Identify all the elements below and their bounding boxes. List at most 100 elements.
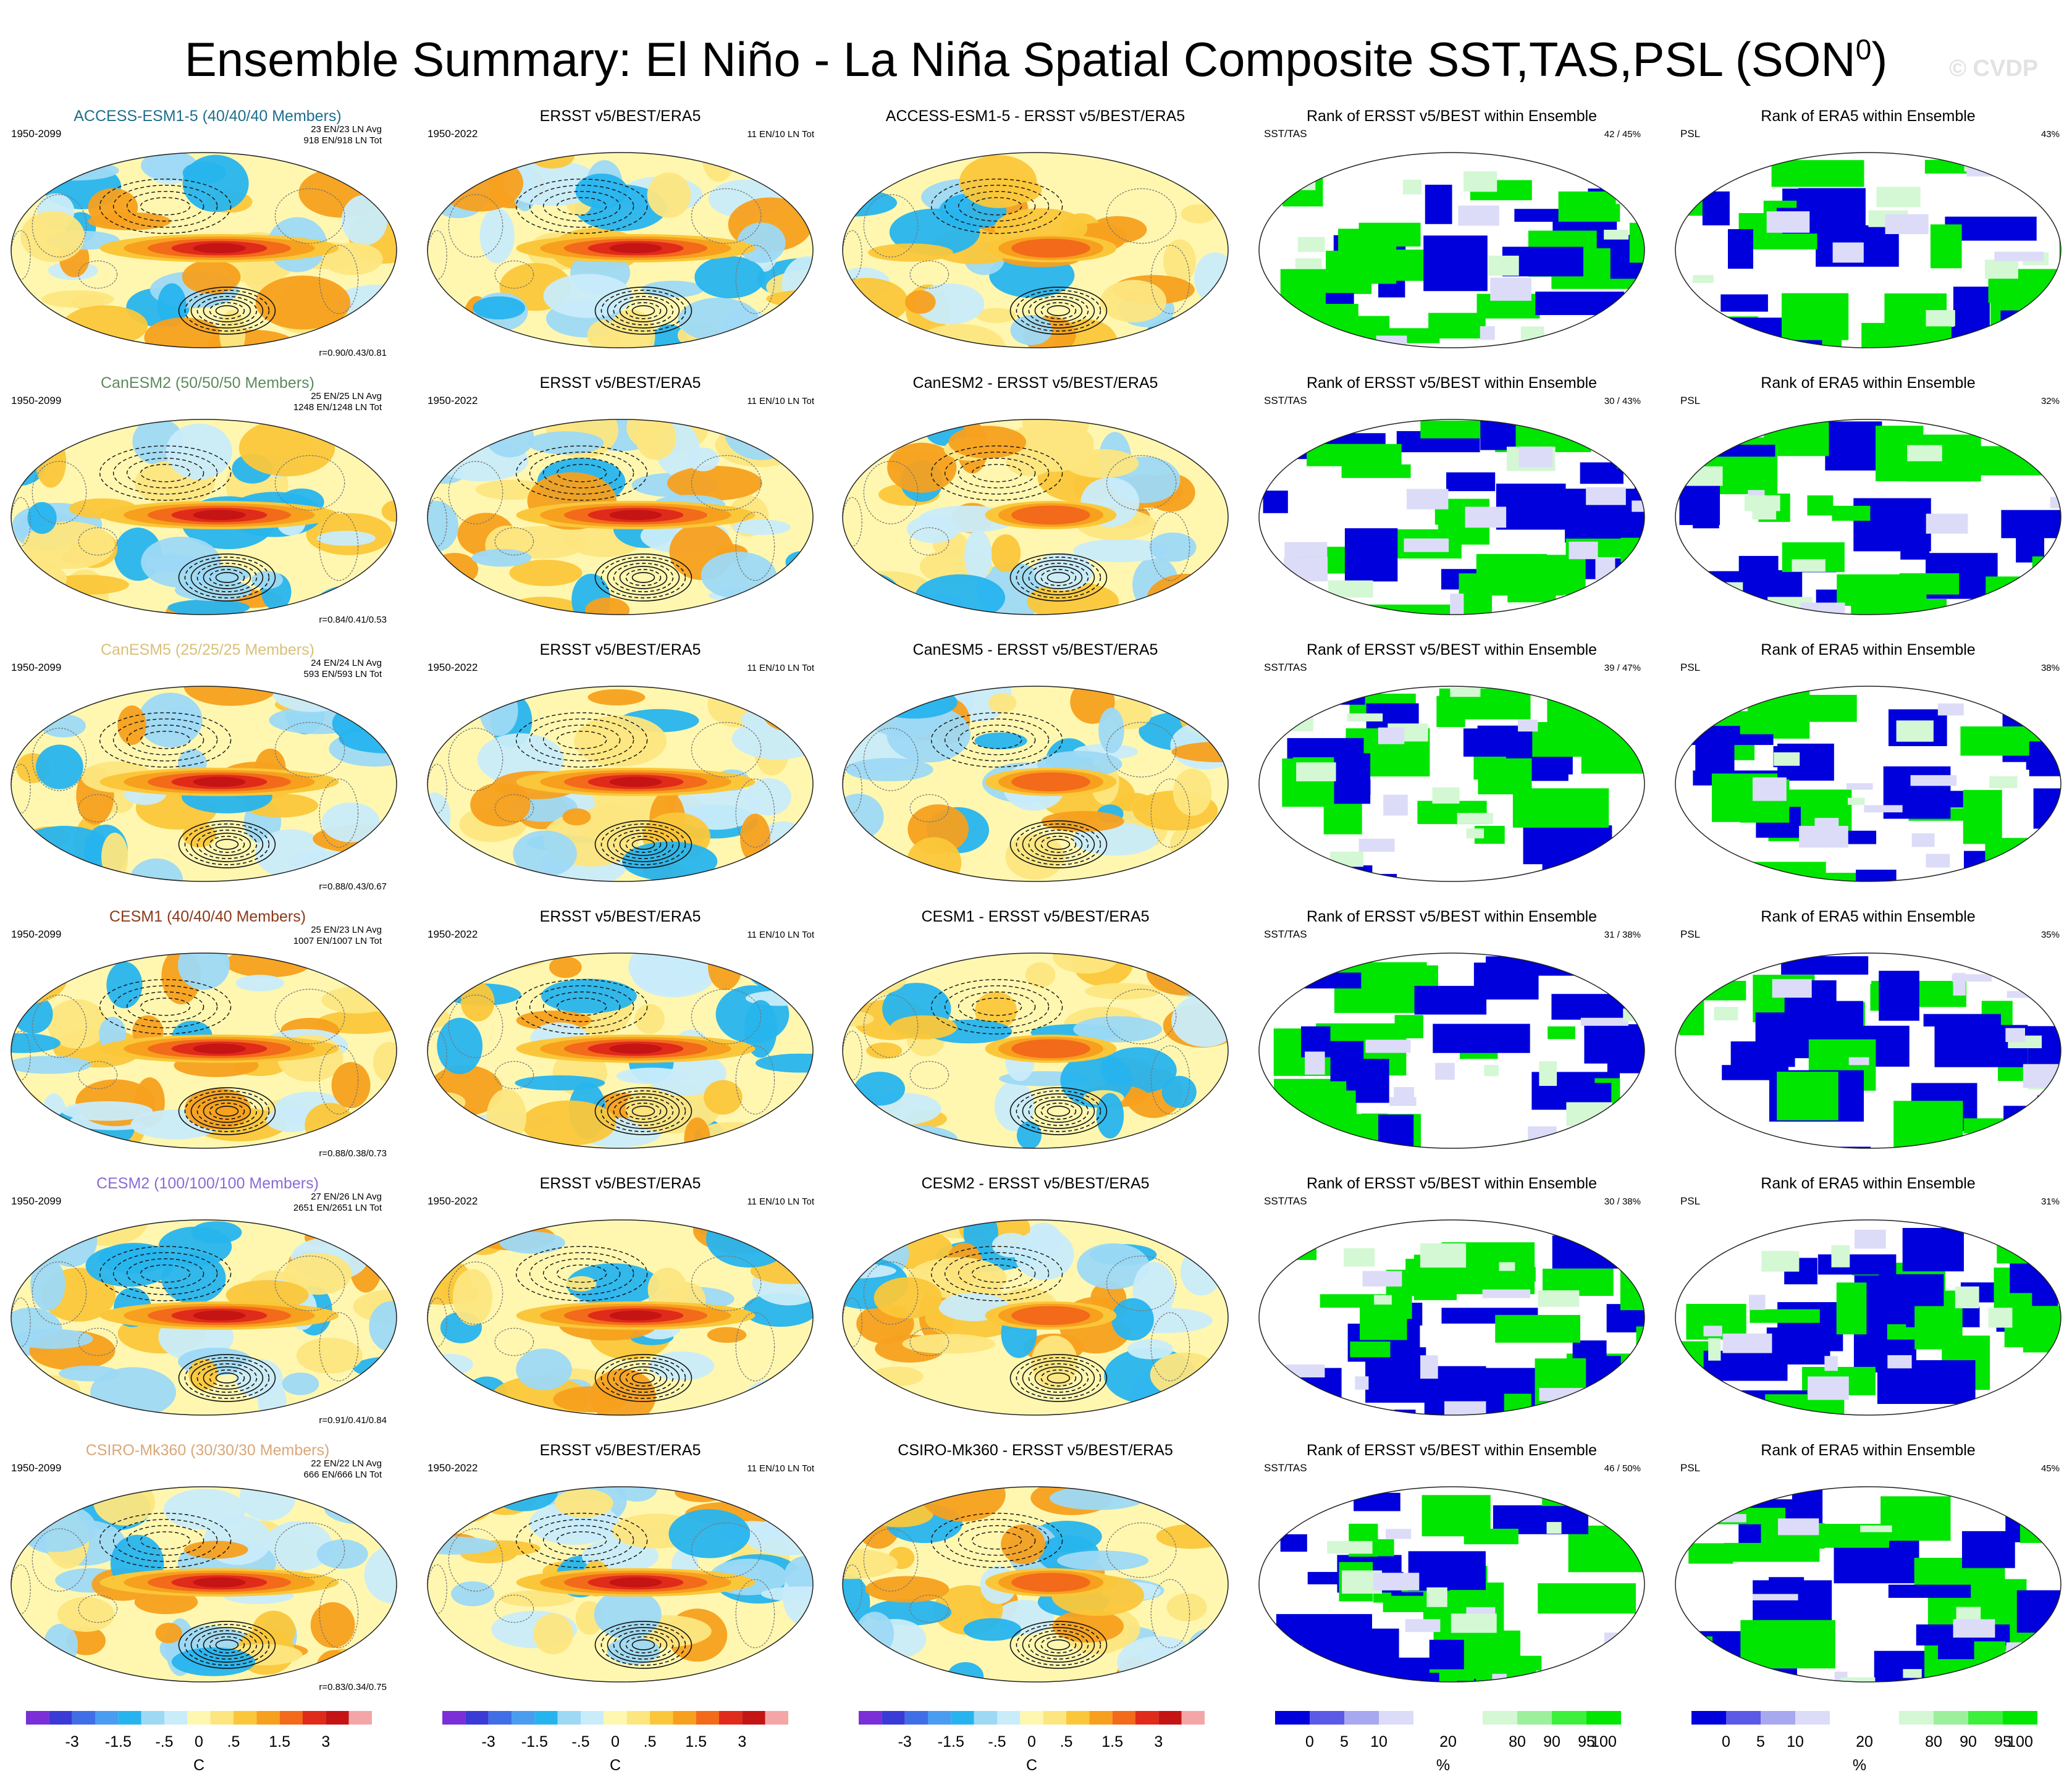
map-field	[842, 1486, 1229, 1683]
rank-field	[1675, 153, 2061, 348]
panel-row6-col4: Rank of ERSST v5/BEST within EnsembleSST…	[1258, 1442, 1645, 1683]
obs-title: ERSST v5/BEST/ERA5	[540, 1442, 701, 1459]
obs-period: 1950-2022	[427, 928, 478, 940]
anomaly-patch	[992, 1233, 1030, 1258]
coastline	[909, 794, 950, 823]
panel-row3-col5: Rank of ERA5 within Ensemble PSL 38%	[1675, 641, 2061, 882]
psl-contour	[178, 1087, 276, 1135]
panel-row5-col3: CESM2 - ERSST v5/BEST/ERA5	[842, 1175, 1229, 1416]
psl-contour	[1047, 839, 1071, 850]
anomaly-patch	[182, 823, 216, 847]
psl-contour	[1040, 836, 1077, 853]
coastline	[1150, 1312, 1190, 1382]
anomaly-patch	[255, 275, 351, 330]
map-field	[11, 1486, 397, 1683]
coastline	[319, 778, 359, 848]
colorbar-swatch	[1135, 1711, 1159, 1725]
colorbar-swatch	[303, 1711, 326, 1725]
rank-patch	[1750, 1309, 1820, 1323]
psl-contour	[613, 296, 674, 326]
anomaly-patch	[842, 189, 898, 217]
coastline	[691, 1255, 762, 1311]
coastline	[274, 188, 345, 244]
psl-contour	[542, 458, 621, 489]
anomaly-patch	[1163, 239, 1196, 284]
rank-patch	[1832, 505, 1871, 521]
model-period: 1950-2099	[11, 928, 61, 940]
panel-row5-col1: CESM2 (100/100/100 Members) 1950-2099 27 E…	[11, 1175, 397, 1426]
panel-row3-col1: CanESM5 (25/25/25 Members) 1950-2099 24 EN…	[11, 641, 397, 892]
psl-contour	[126, 191, 204, 222]
anomaly-patch	[1149, 532, 1197, 562]
psl-contour	[1009, 820, 1108, 868]
psl-contour	[529, 718, 634, 762]
colorbar-tick-label: -.5	[988, 1733, 1006, 1750]
rank-psl-label: PSL	[1680, 395, 1700, 406]
colorbar-temp-3: -3 -1.5 -.5 0 .5 1.5 3 C	[859, 1711, 1205, 1774]
anomaly-patch	[920, 1486, 1006, 1522]
rank-patch-light	[1451, 1613, 1497, 1633]
anomaly-patch	[866, 1042, 903, 1059]
rank-patch-light	[1926, 854, 1950, 868]
rank-patch	[1423, 235, 1488, 292]
difference-title: CanESM5 - ERSST v5/BEST/ERA5	[913, 641, 1158, 658]
anomaly-patch	[264, 1521, 333, 1571]
anomaly-patch	[1147, 573, 1227, 615]
obs-event-counts: 11 EN/10 LN Tot	[747, 1463, 815, 1474]
rank-patch-light	[1426, 1587, 1447, 1607]
coastline	[32, 1528, 87, 1592]
anomaly-patch	[117, 705, 146, 746]
anomaly-patch	[35, 744, 83, 789]
rank-patch	[1512, 788, 1609, 828]
psl-contour	[930, 712, 1063, 768]
anomaly-patch	[975, 991, 1017, 1030]
map-border	[842, 419, 1229, 615]
anomaly-patch	[1111, 1298, 1154, 1341]
coastline	[274, 455, 345, 511]
coastline	[448, 1528, 503, 1592]
psl-contour	[203, 566, 251, 589]
coastline	[319, 245, 359, 314]
rank-patch	[1740, 1620, 1835, 1669]
rank-psl-title: Rank of ERA5 within Ensemble	[1761, 641, 1975, 658]
rank-patch	[1752, 341, 1797, 348]
rank-patch	[2040, 288, 2061, 322]
anomaly-patch	[541, 978, 637, 1014]
psl-contour	[1022, 560, 1095, 595]
map-border	[842, 1486, 1229, 1683]
anomaly-patch	[785, 551, 814, 574]
coastline	[1150, 1045, 1190, 1115]
psl-contour	[190, 560, 264, 595]
rank-field	[1675, 686, 2061, 882]
rank-patch-light	[1450, 687, 1481, 697]
anomaly-patch	[41, 1404, 108, 1416]
anomaly-patch	[41, 290, 114, 308]
psl-contour	[607, 1360, 680, 1396]
map-border	[1258, 1219, 1645, 1416]
psl-contour	[99, 1513, 232, 1568]
obs-period: 1950-2022	[427, 1462, 478, 1474]
psl-contour	[99, 979, 232, 1035]
anomaly-patch	[842, 152, 891, 164]
anomaly-patch	[61, 1101, 153, 1121]
event-counts-avg: 25 EN/25 LN Avg	[311, 391, 382, 401]
rank-patch-light	[1748, 1295, 1766, 1310]
rank-patch-light	[2040, 1650, 2061, 1663]
anomaly-patch	[861, 314, 909, 348]
rank-patch-light	[1896, 720, 1934, 742]
rank-patch	[1602, 843, 1645, 879]
panel-row4-col3: CESM1 - ERSST v5/BEST/ERA5	[842, 908, 1229, 1149]
rank-patch-light	[2044, 1146, 2061, 1149]
rank-patch	[1284, 1405, 1327, 1416]
psl-contour	[215, 1639, 239, 1650]
colorbar-swatch	[604, 1711, 627, 1725]
anomaly-patch	[11, 1033, 61, 1053]
rank-patch	[1428, 313, 1486, 339]
map-border	[11, 152, 397, 348]
psl-contour	[542, 725, 621, 755]
rank-patch	[1547, 692, 1613, 725]
rank-patch	[1307, 443, 1402, 466]
anomaly-patch	[964, 529, 992, 582]
